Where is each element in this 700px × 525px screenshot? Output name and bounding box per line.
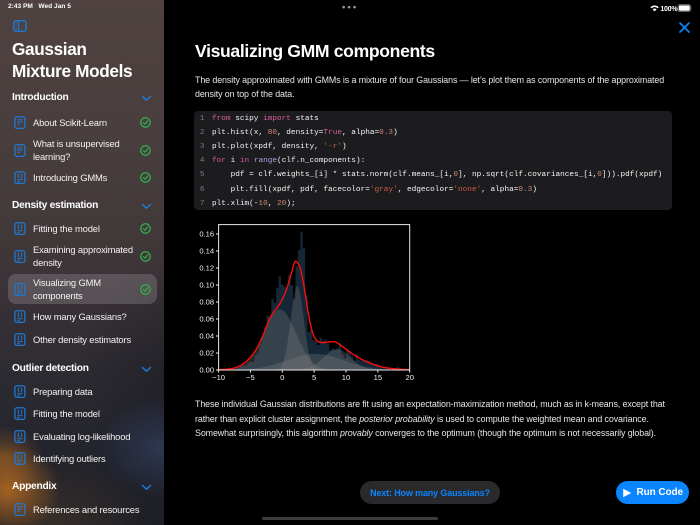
svg-text:−5: −5: [246, 373, 255, 382]
svg-text:0: 0: [280, 373, 284, 382]
svg-text:100%: 100%: [660, 6, 678, 13]
svg-text:10: 10: [342, 373, 350, 382]
svg-text:0.14: 0.14: [199, 246, 214, 255]
svg-text:0.12: 0.12: [199, 263, 214, 272]
svg-text:0.16: 0.16: [199, 229, 214, 238]
svg-text:0.02: 0.02: [199, 348, 214, 357]
svg-text:0.00: 0.00: [199, 365, 214, 374]
svg-text:15: 15: [374, 373, 382, 382]
svg-text:20: 20: [405, 373, 413, 382]
svg-text:0.10: 0.10: [199, 280, 214, 289]
svg-text:0.08: 0.08: [199, 297, 214, 306]
svg-text:−10: −10: [212, 373, 225, 382]
svg-text:0.04: 0.04: [199, 331, 214, 340]
svg-text:0.06: 0.06: [199, 314, 214, 323]
svg-text:5: 5: [312, 373, 316, 382]
